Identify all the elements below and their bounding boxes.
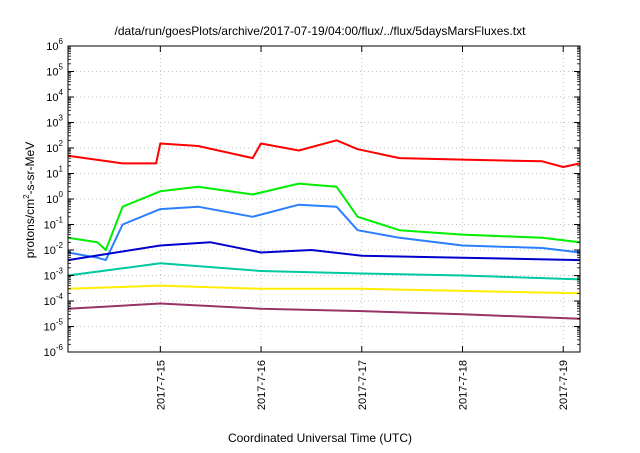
- y-tick-label: 10-2: [44, 241, 64, 257]
- y-tick-label: 10-3: [44, 267, 64, 283]
- y-axis-label: protons/cm2-s-sr-MeV: [22, 142, 37, 258]
- x-axis-ticks: 2017-7-15 2017-7-16 2017-7-17 2017-7-18 2017…: [155, 46, 570, 410]
- y-tick-label: 100: [46, 190, 63, 206]
- y-tick-label: 10-1: [44, 216, 64, 232]
- y-tick-label: 10-5: [44, 318, 64, 334]
- series-line-1: [67, 139, 581, 168]
- y-tick-label: 106: [46, 37, 63, 53]
- y-tick-label: 10-6: [44, 343, 64, 359]
- x-tick-label: 2017-7-19: [558, 360, 570, 410]
- series-line-2: [67, 182, 581, 251]
- y-tick-label: 105: [46, 63, 63, 79]
- x-tick-label: 2017-7-15: [155, 360, 167, 410]
- y-tick-label: 103: [46, 114, 63, 130]
- series-line-5: [67, 262, 581, 281]
- x-tick-label: 2017-7-16: [256, 360, 268, 410]
- series-group: [67, 139, 581, 320]
- x-axis-label: Coordinated Universal Time (UTC): [228, 431, 412, 445]
- y-tick-label: 104: [46, 88, 63, 104]
- y-tick-label: 101: [46, 165, 63, 181]
- grid-lines: [68, 46, 580, 352]
- y-tick-label: 10-4: [44, 292, 64, 308]
- y-tick-label: 102: [46, 139, 63, 155]
- series-line-4: [67, 241, 581, 262]
- y-axis-ticks: 10-6 10-5 10-4 10-3 10-2 10-1 100 101 102 103 104 1…: [44, 37, 580, 359]
- x-tick-label: 2017-7-18: [457, 360, 469, 410]
- x-tick-label: 2017-7-17: [357, 360, 369, 410]
- series-line-7: [67, 302, 581, 320]
- series-line-6: [67, 284, 581, 295]
- chart-title: /data/run/goesPlots/archive/2017-07-19/0…: [115, 24, 527, 38]
